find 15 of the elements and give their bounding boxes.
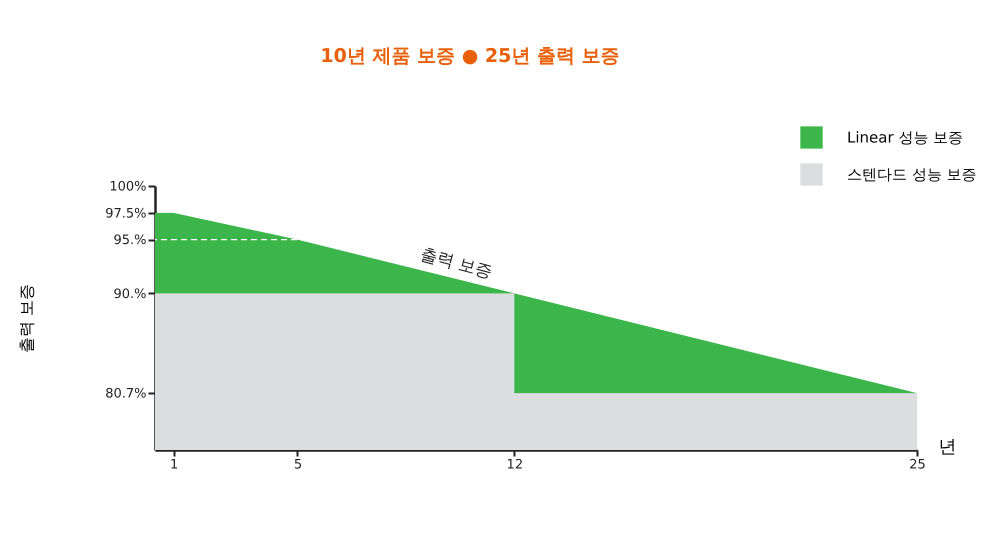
x-tick-label: 1 <box>170 458 178 472</box>
legend-label: Linear 성능 보증 <box>847 128 964 146</box>
y-tick-label: 100% <box>109 180 146 194</box>
y-tick-label: 80.7% <box>105 386 146 402</box>
y-axis-title: 출력 보증 <box>17 284 36 354</box>
y-tick-label: 95.% <box>113 233 146 248</box>
x-tick-label: 25 <box>909 458 926 472</box>
x-tick-label: 5 <box>294 458 302 472</box>
legend-label: 스텐다드 성능 보증 <box>847 166 977 184</box>
chart-title: 10년 제품 보증 ● 25년 출력 보증 <box>320 45 620 67</box>
x-tick-label: 12 <box>506 458 524 472</box>
annotation: 출력 보증 <box>418 244 494 283</box>
y-tick-label: 97.5% <box>105 206 146 222</box>
y-tick-label: 90.% <box>113 286 146 302</box>
x-axis-title: 년 <box>938 436 956 458</box>
